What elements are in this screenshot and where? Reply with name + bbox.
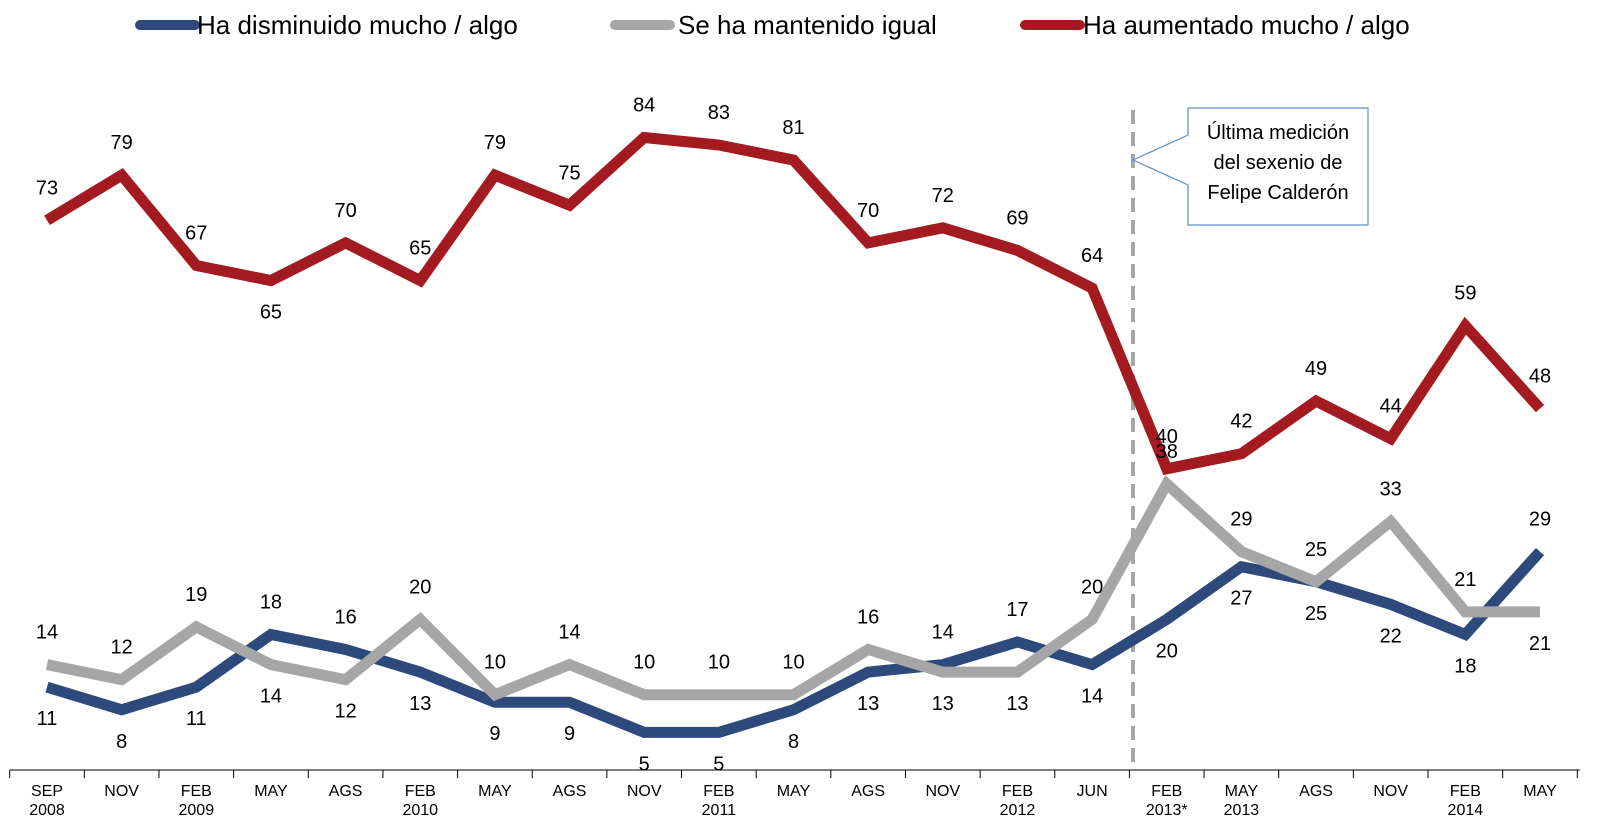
- x-tick-label: FEB 2011: [701, 783, 737, 819]
- data-label: 64: [1081, 245, 1103, 267]
- data-label: 13: [932, 693, 954, 715]
- data-label: 19: [185, 584, 207, 606]
- data-label: 83: [708, 102, 730, 124]
- data-label: 44: [1380, 396, 1402, 418]
- data-label: 12: [334, 701, 356, 723]
- legend-label: Ha aumentado mucho / algo: [1083, 10, 1410, 40]
- data-label: 38: [1156, 441, 1178, 463]
- data-label: 11: [186, 708, 207, 730]
- data-label: 21: [1529, 633, 1551, 655]
- annotation: Última medición del sexenio de Felipe Ca…: [1206, 122, 1350, 204]
- data-label: 79: [484, 132, 506, 154]
- data-label: 17: [1006, 599, 1028, 621]
- data-label: 14: [1081, 686, 1103, 708]
- x-tick-label: AGS: [328, 783, 363, 800]
- legend-label: Se ha mantenido igual: [678, 10, 937, 40]
- x-tick-label: MAY: [776, 783, 811, 800]
- data-label: 14: [558, 622, 580, 644]
- data-label: 21: [1454, 569, 1476, 591]
- data-label: 16: [857, 607, 879, 629]
- x-tick-label: MAY: [478, 783, 512, 800]
- x-tick-label: AGS: [851, 783, 886, 800]
- x-tick-label: FEB 2009: [178, 783, 215, 819]
- data-label: 16: [334, 607, 356, 629]
- data-label: 12: [111, 637, 133, 659]
- series-line: [44, 131, 1545, 476]
- data-label: 72: [932, 185, 954, 207]
- data-label: 33: [1380, 479, 1402, 501]
- data-label: 14: [260, 686, 282, 708]
- data-label: 70: [857, 200, 879, 222]
- data-label: 75: [558, 162, 580, 184]
- data-label: 65: [409, 238, 431, 260]
- data-label: 13: [857, 693, 879, 715]
- data-label: 40: [1156, 426, 1178, 448]
- data-label: 20: [1081, 576, 1103, 598]
- data-label: 18: [260, 591, 282, 613]
- x-tick-label: FEB 2013*: [1145, 783, 1188, 819]
- x-tick-label: MAY: [1523, 783, 1557, 800]
- data-label: 14: [932, 622, 954, 644]
- data-label: 65: [260, 302, 282, 324]
- data-label: 29: [1230, 509, 1252, 531]
- data-label: 70: [334, 200, 356, 222]
- data-label: 27: [1230, 588, 1252, 610]
- data-label: 29: [1529, 509, 1551, 531]
- data-label: 13: [1006, 693, 1028, 715]
- data-label: 81: [782, 117, 804, 139]
- data-label: 84: [633, 94, 655, 116]
- data-label: 10: [708, 652, 730, 674]
- data-label: 20: [409, 576, 431, 598]
- data-label: 9: [489, 723, 500, 745]
- data-label: 67: [185, 222, 207, 244]
- x-tick-label: NOV: [104, 783, 139, 800]
- x-tick-label: FEB 2010: [402, 783, 439, 819]
- x-tick-label: SEP 2008: [29, 783, 65, 819]
- data-label: 49: [1305, 358, 1327, 380]
- x-tick-label: NOV: [925, 783, 961, 800]
- data-label: 42: [1230, 411, 1252, 433]
- data-label: 73: [36, 177, 58, 199]
- data-label: 59: [1454, 283, 1476, 305]
- data-label: 20: [1156, 640, 1178, 662]
- data-label: 5: [713, 753, 724, 775]
- legend-label: Ha disminuido mucho / algo: [197, 10, 518, 40]
- data-label: 14: [36, 622, 58, 644]
- data-label: 13: [409, 693, 431, 715]
- data-label: 48: [1529, 366, 1551, 388]
- data-label: 10: [484, 652, 506, 674]
- data-label: 18: [1454, 655, 1476, 677]
- x-tick-label: AGS: [552, 783, 587, 800]
- x-tick-label: NOV: [626, 783, 662, 800]
- data-label: 79: [111, 132, 133, 154]
- data-label: 25: [1305, 603, 1327, 625]
- x-tick-label: JUN: [1076, 783, 1108, 800]
- data-label: 25: [1305, 539, 1327, 561]
- data-label: 8: [116, 731, 127, 753]
- data-label: 10: [782, 652, 804, 674]
- data-label: 5: [639, 753, 650, 775]
- data-label: 11: [37, 708, 58, 730]
- callout-box: [1131, 107, 1369, 226]
- x-tick-label: FEB 2014: [1447, 783, 1484, 819]
- x-tick-label: FEB 2012: [999, 783, 1036, 819]
- data-label: 8: [788, 731, 799, 753]
- x-tick-label: NOV: [1373, 783, 1409, 800]
- data-label: 22: [1380, 625, 1402, 647]
- x-tick-label: AGS: [1299, 783, 1333, 800]
- x-tick-label: MAY: [254, 783, 288, 800]
- data-label: 9: [564, 723, 575, 745]
- x-tick-label: MAY 2013: [1223, 783, 1260, 819]
- series-line: [45, 475, 1540, 702]
- data-label: 69: [1006, 207, 1028, 229]
- data-label: 10: [633, 652, 655, 674]
